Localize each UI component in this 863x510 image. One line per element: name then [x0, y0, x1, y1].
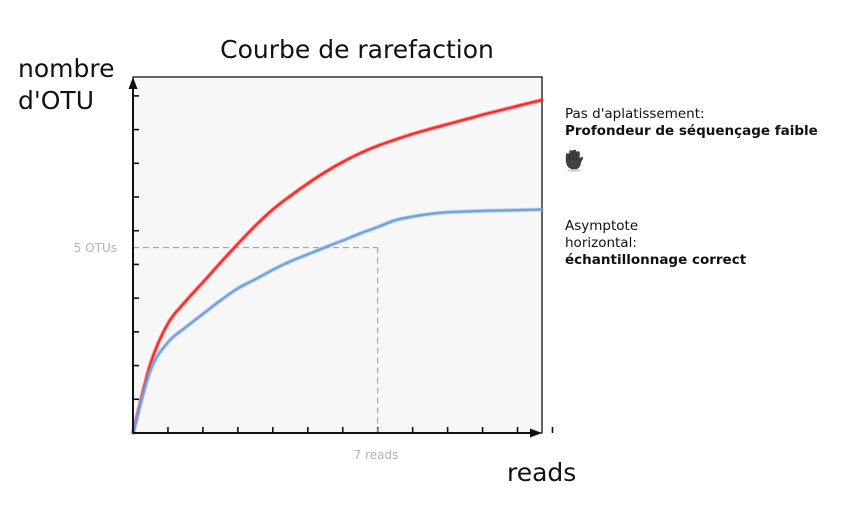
series-lines [131, 98, 544, 435]
asymptote-annotation: Asymptote horizontal: échantillonnage co… [565, 218, 746, 269]
no-plateau-annotation: Pas d'aplatissement: Profondeur de séque… [565, 106, 818, 140]
asymptote-conclusion: échantillonnage correct [565, 252, 747, 268]
y-axis-arrow [128, 77, 138, 89]
asymptote-text-line1: Asymptote [565, 218, 639, 234]
hand-stop-icon [565, 149, 583, 172]
no-plateau-text: Pas d'aplatissement: [565, 106, 705, 122]
x-axis-arrow [530, 428, 542, 438]
reference-x-label: 7 reads [354, 448, 399, 462]
chart-title: Courbe de rarefaction [220, 35, 494, 64]
no-plateau-conclusion: Profondeur de séquençage faible [565, 123, 818, 139]
y-axis-label-line1: nombre [18, 54, 114, 83]
x-axis-label: reads [507, 458, 576, 487]
reference-y-label: 5 OTUs [74, 241, 117, 255]
y-axis-label-line2: d'OTU [18, 86, 94, 115]
asymptote-text-line2: horizontal: [565, 235, 637, 251]
series-line-blue [131, 207, 544, 435]
series-line-red [131, 98, 544, 435]
plot-area [132, 76, 543, 434]
reference-guides [133, 247, 379, 433]
